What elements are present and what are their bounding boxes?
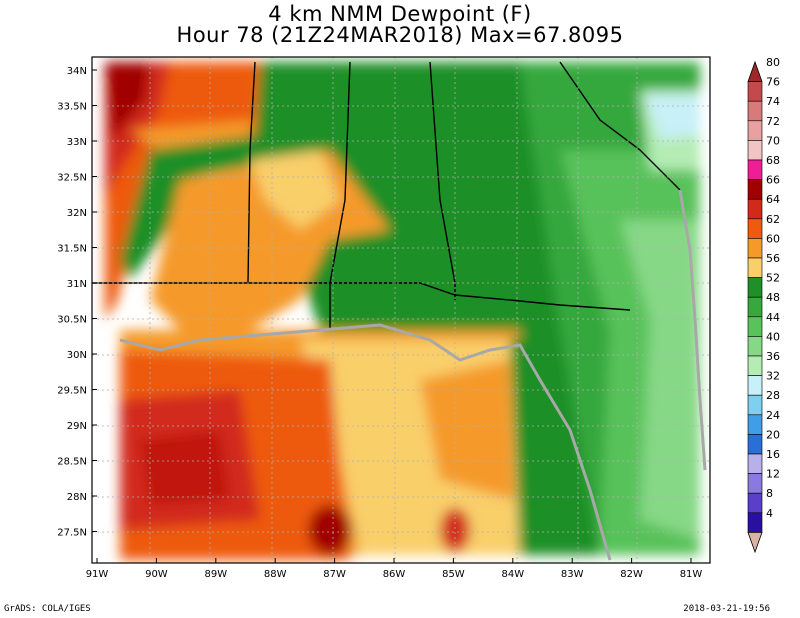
lon-tick-label: 90W xyxy=(145,569,168,580)
colorbar-segment xyxy=(747,238,763,259)
colorbar-label: 4 xyxy=(766,507,773,520)
lon-tick-label: 81W xyxy=(680,569,703,580)
colorbar-label: 60 xyxy=(766,232,780,245)
footer-credit: GrADS: COLA/IGES xyxy=(4,604,91,614)
colorbar-segment xyxy=(747,375,763,396)
colorbar-label: 62 xyxy=(766,213,780,226)
colorbar-label: 44 xyxy=(766,311,780,324)
colorbar-segment xyxy=(747,316,763,337)
lon-tick-label: 85W xyxy=(442,569,465,580)
colorbar-segment xyxy=(747,492,763,514)
colorbar-segment xyxy=(747,296,763,318)
colorbar-top-arrow xyxy=(747,60,763,82)
colorbar-label: 36 xyxy=(766,350,780,363)
colorbar-segment xyxy=(747,140,763,161)
colorbar-label: 56 xyxy=(766,252,780,265)
colorbar-segment xyxy=(747,179,763,200)
lon-tick-label: 82W xyxy=(620,569,643,580)
colorbar-label: 16 xyxy=(766,448,780,461)
footer-timestamp: 2018-03-21-19:56 xyxy=(683,604,770,614)
lat-tick-label: 28.5N xyxy=(57,457,87,468)
lat-tick-label: 29.5N xyxy=(57,386,87,397)
lat-tick-label: 31.5N xyxy=(57,244,87,255)
colorbar-label: 12 xyxy=(766,468,780,481)
colorbar-label: 70 xyxy=(766,134,780,147)
lon-tick-label: 84W xyxy=(501,569,524,580)
colorbar-label: 74 xyxy=(766,95,780,108)
colorbar-segment xyxy=(747,218,763,239)
colorbar-label: 68 xyxy=(766,154,780,167)
colorbar-label: 72 xyxy=(766,115,780,128)
lat-tick-label: 32.5N xyxy=(57,173,87,184)
colorbar-label: 20 xyxy=(766,428,780,441)
latitude-axis: 34N 33.5N 33N 32.5N 32N 31.5N 31N 30.5N 30N 29.5N… xyxy=(57,66,97,539)
graticule xyxy=(92,57,710,563)
colorbar-label: 24 xyxy=(766,409,780,422)
colorbar-segment xyxy=(747,512,763,533)
colorbar-segment xyxy=(747,100,763,122)
lat-tick-label: 30.5N xyxy=(57,315,87,326)
colorbar-segment xyxy=(747,198,763,220)
colorbar-label: 32 xyxy=(766,370,780,383)
colorbar-label: 28 xyxy=(766,389,780,402)
colorbar-label: 48 xyxy=(766,291,780,304)
longitude-axis: 91W 90W 89W 88W 87W 86W 85W 84W 83W 82W 81W xyxy=(86,558,703,580)
colorbar-bottom-arrow xyxy=(747,532,763,554)
dewpoint-field xyxy=(92,57,710,563)
colorbar-segment xyxy=(747,159,763,180)
lat-tick-label: 27.5N xyxy=(57,528,87,539)
lat-tick-label: 29N xyxy=(67,421,87,432)
colorbar-label: 80 xyxy=(766,56,780,69)
colorbar-label: 66 xyxy=(766,174,780,187)
colorbar-segment xyxy=(747,277,763,298)
colorbar-segment xyxy=(747,414,763,435)
colorbar-segment xyxy=(747,434,763,455)
lon-tick-label: 87W xyxy=(323,569,346,580)
colorbar-segment xyxy=(747,473,763,494)
map-frame xyxy=(91,56,711,564)
colorbar-label: 64 xyxy=(766,193,780,206)
colorbar-segment xyxy=(747,257,763,278)
lat-tick-label: 33.5N xyxy=(57,102,87,113)
colorbar-segment xyxy=(747,81,763,102)
lat-tick-label: 33N xyxy=(67,137,87,148)
map-subtitle: Hour 78 (21Z24MAR2018) Max=67.8095 xyxy=(176,23,624,47)
lat-tick-label: 30N xyxy=(67,350,87,361)
colorbar-label: 76 xyxy=(766,76,780,89)
lat-tick-label: 31N xyxy=(67,279,87,290)
lon-tick-label: 89W xyxy=(204,569,227,580)
lat-tick-label: 34N xyxy=(67,66,87,77)
colorbar: 8076747270686664626056524844403632282420… xyxy=(747,56,780,554)
lat-tick-label: 32N xyxy=(67,208,87,219)
colorbar-segment xyxy=(747,394,763,416)
colorbar-segment xyxy=(747,336,763,357)
lon-tick-label: 86W xyxy=(383,569,406,580)
colorbar-segment xyxy=(747,453,763,474)
lon-tick-label: 88W xyxy=(264,569,287,580)
colorbar-label: 52 xyxy=(766,272,780,285)
map-title: 4 km NMM Dewpoint (F) xyxy=(268,2,532,26)
colorbar-segment xyxy=(747,355,763,376)
lon-tick-label: 83W xyxy=(561,569,584,580)
colorbar-label: 40 xyxy=(766,330,780,343)
colorbar-segment xyxy=(747,120,763,141)
lon-tick-label: 91W xyxy=(86,569,109,580)
colorbar-label: 8 xyxy=(766,487,773,500)
state-boundaries xyxy=(92,61,681,330)
lat-tick-label: 28N xyxy=(67,492,87,503)
coastline xyxy=(119,189,707,561)
